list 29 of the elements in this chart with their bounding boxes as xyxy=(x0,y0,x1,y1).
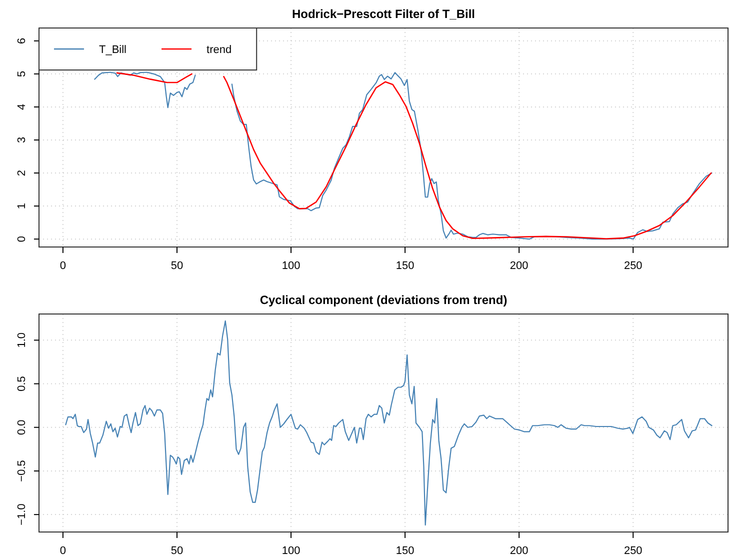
x-tick-label: 150 xyxy=(396,260,414,272)
y-tick-label: 0.5 xyxy=(16,376,28,392)
x-tick-label: 0 xyxy=(60,260,66,272)
chart-title: Cyclical component (deviations from trend) xyxy=(260,293,508,307)
y-tick-label: 1.0 xyxy=(16,332,28,348)
x-tick-label: 250 xyxy=(624,260,642,272)
legend-label: T_Bill xyxy=(99,44,127,56)
y-tick-label: 5 xyxy=(16,70,28,77)
line-series xyxy=(65,320,712,526)
x-tick-label: 150 xyxy=(396,544,414,557)
x-tick-label: 100 xyxy=(282,544,300,557)
x-tick-label: 200 xyxy=(510,544,528,557)
x-tick-label: 0 xyxy=(60,544,66,557)
x-tick-label: 50 xyxy=(170,544,184,557)
y-tick-label: 0 xyxy=(16,236,28,242)
y-tick-label: 1 xyxy=(16,202,28,210)
x-tick-label: 100 xyxy=(282,260,300,272)
y-tick-label: 3 xyxy=(16,136,28,144)
y-tick-label: 0.0 xyxy=(16,420,28,436)
x-tick-label: 50 xyxy=(170,260,184,272)
y-tick-label: −1.0 xyxy=(16,504,28,526)
chart-title: Hodrick−Prescott Filter of T_Bill xyxy=(292,7,476,21)
x-tick-label: 200 xyxy=(510,260,528,272)
legend-label: trend xyxy=(206,44,232,56)
y-tick-label: 4 xyxy=(16,104,28,110)
y-tick-label: −0.5 xyxy=(16,460,28,482)
x-tick-label: 250 xyxy=(624,544,642,557)
y-tick-label: 2 xyxy=(16,170,28,176)
y-tick-label: 6 xyxy=(16,38,28,44)
